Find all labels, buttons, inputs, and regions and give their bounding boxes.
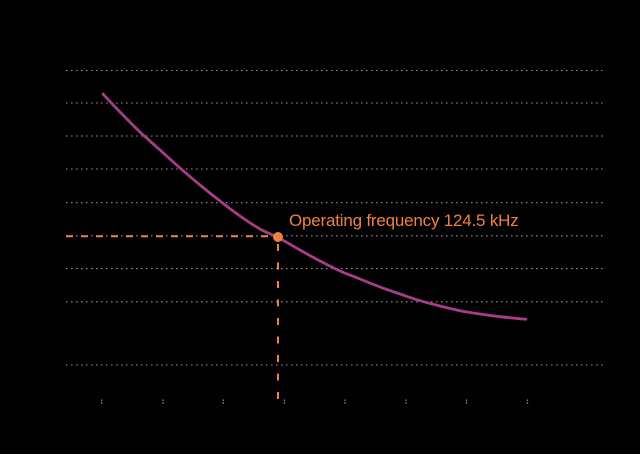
resonance-curve — [101, 92, 528, 321]
operating-frequency-annotation: Operating frequency 124.5 kHz — [289, 211, 519, 230]
operating-point-dot — [273, 232, 283, 242]
